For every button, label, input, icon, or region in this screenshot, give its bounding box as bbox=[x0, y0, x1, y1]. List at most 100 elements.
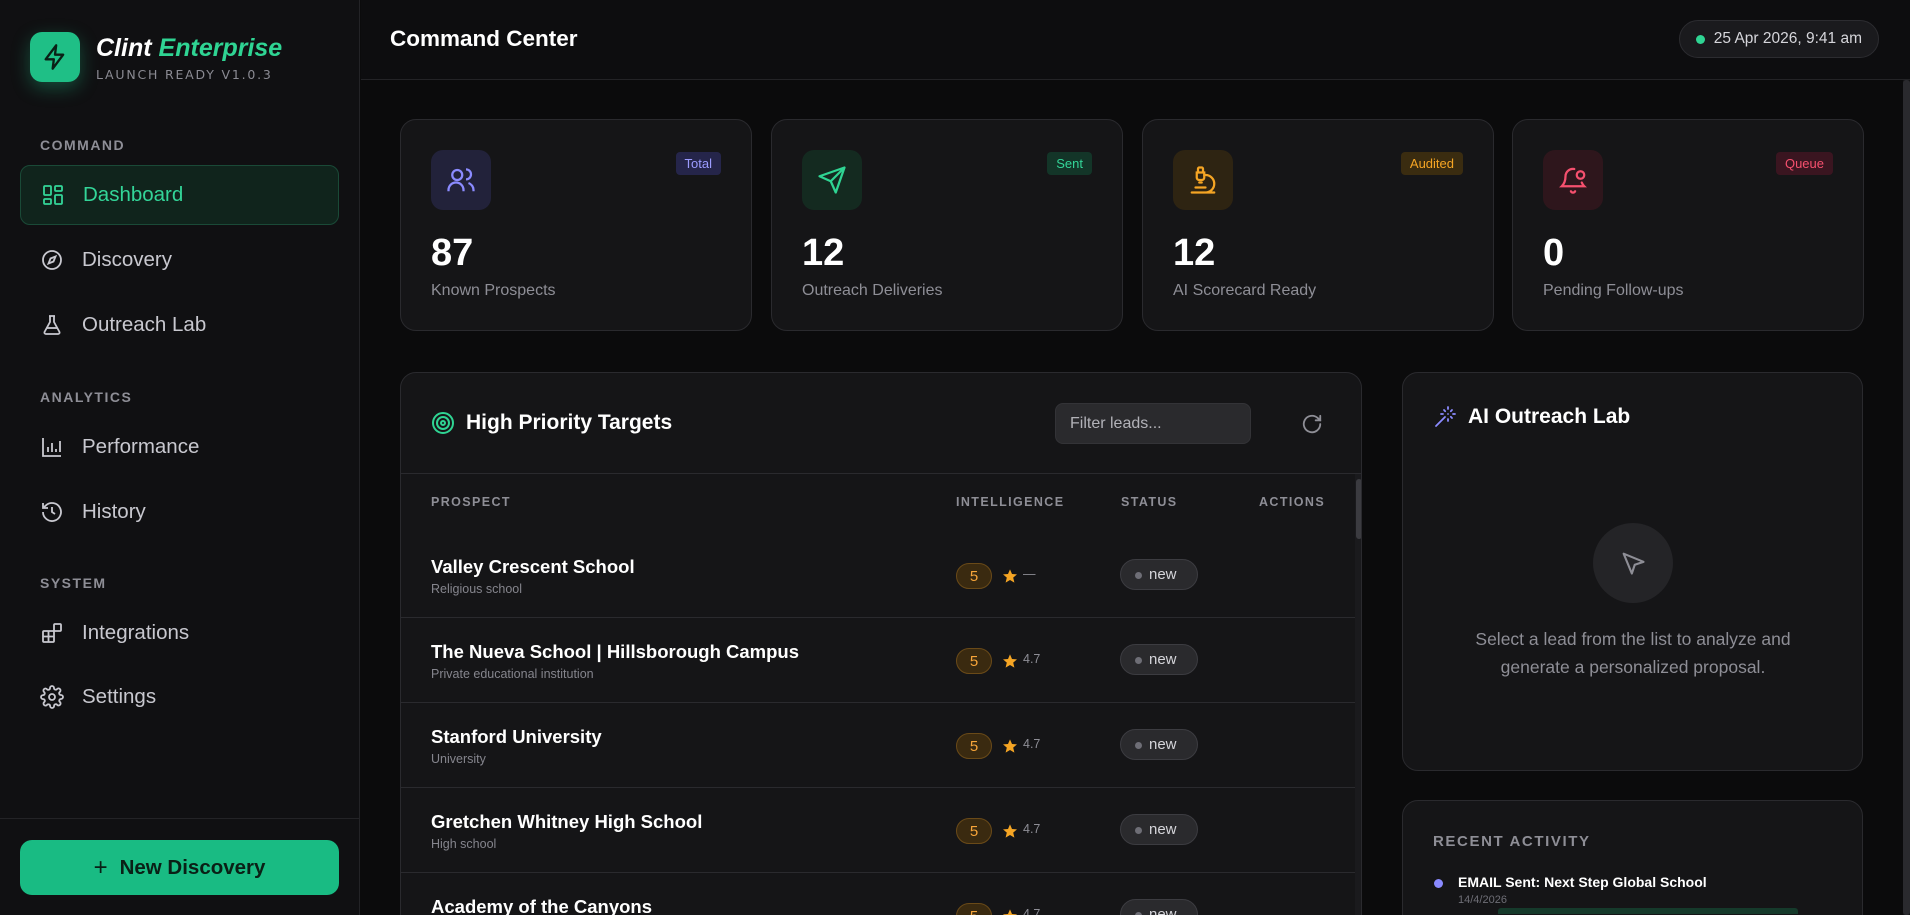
history-icon bbox=[42, 502, 62, 522]
sidebar-item-outreach-lab[interactable]: Outreach Lab bbox=[20, 295, 339, 355]
filter-leads-input[interactable] bbox=[1055, 403, 1251, 444]
lightning-icon bbox=[30, 32, 80, 82]
column-status[interactable]: STATUS bbox=[1121, 495, 1178, 509]
prospect-type: University bbox=[431, 752, 486, 766]
prospect-name: Valley Crescent School bbox=[431, 556, 635, 577]
stat-tag: Audited bbox=[1400, 152, 1463, 175]
sidebar-divider bbox=[0, 818, 360, 819]
refresh-icon[interactable] bbox=[1301, 413, 1323, 435]
stat-card-followups[interactable]: Queue 0 Pending Follow-ups bbox=[1512, 119, 1864, 331]
ai-outreach-lab-panel: AI Outreach Lab Select a lead from the l… bbox=[1402, 372, 1863, 771]
new-discovery-button[interactable]: + New Discovery bbox=[20, 840, 339, 895]
stat-card-prospects[interactable]: Total 87 Known Prospects bbox=[400, 119, 752, 331]
rating-value: — bbox=[1023, 567, 1036, 581]
column-actions[interactable]: ACTIONS bbox=[1259, 495, 1326, 509]
stat-card-scorecard[interactable]: Audited 12 AI Scorecard Ready bbox=[1142, 119, 1494, 331]
nav-section-analytics: ANALYTICS bbox=[40, 389, 133, 405]
activity-date: 14/4/2026 bbox=[1458, 894, 1507, 906]
stat-tag: Queue bbox=[1775, 152, 1833, 175]
stat-tag: Total bbox=[675, 152, 721, 175]
flask-icon bbox=[43, 315, 61, 335]
prospect-type: Private educational institution bbox=[431, 667, 594, 681]
brand[interactable]: Clint Enterprise LAUNCH READY V1.0.3 bbox=[30, 32, 282, 82]
prospect-name: Academy of the Canyons bbox=[431, 896, 653, 915]
star-icon bbox=[1003, 569, 1017, 583]
brand-version: LAUNCH READY V1.0.3 bbox=[96, 66, 273, 82]
dashboard-icon bbox=[43, 185, 63, 205]
status-dot bbox=[1695, 35, 1705, 44]
recent-activity-panel: RECENT ACTIVITY EMAIL Sent: Next Step Gl… bbox=[1402, 800, 1863, 915]
stat-label: Pending Follow-ups bbox=[1543, 282, 1684, 299]
high-priority-targets-panel: High Priority Targets PROSPECT INTELLIGE… bbox=[400, 372, 1362, 915]
intelligence-score: 5 bbox=[956, 648, 992, 674]
brand-title: Clint Enterprise bbox=[96, 33, 283, 62]
stat-label: AI Scorecard Ready bbox=[1173, 282, 1317, 299]
new-discovery-label: New Discovery bbox=[119, 855, 266, 879]
nav-section-system: SYSTEM bbox=[40, 575, 107, 591]
prospect-type: Religious school bbox=[431, 582, 523, 596]
page-scrollbar-thumb[interactable] bbox=[1903, 80, 1910, 915]
ai-lab-title: AI Outreach Lab bbox=[1433, 405, 1630, 429]
rating-value: 4.7 bbox=[1023, 737, 1041, 751]
activity-highlight bbox=[1498, 908, 1798, 914]
star-icon bbox=[1003, 909, 1017, 915]
intelligence-score: 5 bbox=[956, 563, 992, 589]
star-icon bbox=[1003, 824, 1017, 838]
status-badge: new bbox=[1120, 899, 1198, 915]
send-icon bbox=[802, 150, 862, 210]
sidebar-item-label: Performance bbox=[82, 435, 200, 458]
top-header: Command Center 25 Apr 2026, 9:41 am bbox=[361, 0, 1910, 80]
column-intelligence[interactable]: INTELLIGENCE bbox=[956, 495, 1065, 509]
table-row[interactable]: The Nueva School | Hillsborough Campus P… bbox=[401, 618, 1355, 703]
sidebar-item-dashboard[interactable]: Dashboard bbox=[20, 165, 339, 225]
activity-dot bbox=[1434, 879, 1443, 888]
users-icon bbox=[431, 150, 491, 210]
prospect-name: Stanford University bbox=[431, 726, 602, 747]
targets-header: High Priority Targets bbox=[401, 373, 1361, 474]
intelligence-score: 5 bbox=[956, 733, 992, 759]
target-icon bbox=[432, 412, 454, 434]
sidebar-item-discovery[interactable]: Discovery bbox=[20, 230, 339, 290]
stat-value: 0 bbox=[1543, 232, 1565, 274]
plus-icon: + bbox=[93, 853, 108, 881]
stat-value: 12 bbox=[802, 232, 845, 274]
page-scrollbar[interactable] bbox=[1903, 80, 1910, 915]
rating-value: 4.7 bbox=[1023, 822, 1041, 836]
table-row[interactable]: Stanford University University 5 4.7 new bbox=[401, 703, 1355, 788]
stat-value: 12 bbox=[1173, 232, 1216, 274]
targets-scrollbar-thumb[interactable] bbox=[1356, 479, 1361, 539]
sidebar-item-performance[interactable]: Performance bbox=[20, 417, 339, 477]
microscope-icon bbox=[1173, 150, 1233, 210]
activity-item[interactable]: EMAIL Sent: Next Step Global School bbox=[1458, 874, 1707, 890]
stat-card-deliveries[interactable]: Sent 12 Outreach Deliveries bbox=[771, 119, 1123, 331]
blocks-icon bbox=[42, 623, 62, 643]
prospect-type: High school bbox=[431, 837, 497, 851]
recent-activity-title: RECENT ACTIVITY bbox=[1433, 833, 1591, 850]
intelligence-score: 5 bbox=[956, 818, 992, 844]
ai-lab-empty-text: Select a lead from the list to analyze a… bbox=[1475, 629, 1791, 677]
table-row[interactable]: Gretchen Whitney High School High school… bbox=[401, 788, 1355, 873]
sidebar-item-history[interactable]: History bbox=[20, 482, 339, 542]
datetime-text: 25 Apr 2026, 9:41 am bbox=[1713, 30, 1862, 47]
page-title: Command Center bbox=[390, 26, 578, 51]
status-badge: new bbox=[1120, 644, 1198, 675]
table-row[interactable]: Valley Crescent School Religious school … bbox=[401, 533, 1355, 618]
nav-section-command: COMMAND bbox=[40, 137, 126, 153]
pointer-icon bbox=[1593, 523, 1673, 603]
prospect-name: Gretchen Whitney High School bbox=[431, 811, 703, 832]
stat-value: 87 bbox=[431, 232, 474, 274]
targets-scrollbar[interactable] bbox=[1355, 474, 1361, 915]
sidebar-item-integrations[interactable]: Integrations bbox=[20, 603, 339, 663]
sidebar-item-settings[interactable]: Settings bbox=[20, 667, 339, 727]
table-row[interactable]: Academy of the Canyons 5 4.7 new bbox=[401, 873, 1355, 915]
status-badge: new bbox=[1120, 729, 1198, 760]
column-prospect[interactable]: PROSPECT bbox=[431, 495, 511, 509]
star-icon bbox=[1003, 654, 1017, 668]
magic-wand-icon bbox=[1435, 406, 1456, 427]
stat-label: Known Prospects bbox=[431, 282, 556, 299]
rating-value: 4.7 bbox=[1023, 652, 1041, 666]
stat-label: Outreach Deliveries bbox=[802, 282, 943, 299]
sidebar-item-label: History bbox=[82, 500, 146, 523]
stat-tag: Sent bbox=[1047, 152, 1092, 175]
status-badge: new bbox=[1120, 814, 1198, 845]
